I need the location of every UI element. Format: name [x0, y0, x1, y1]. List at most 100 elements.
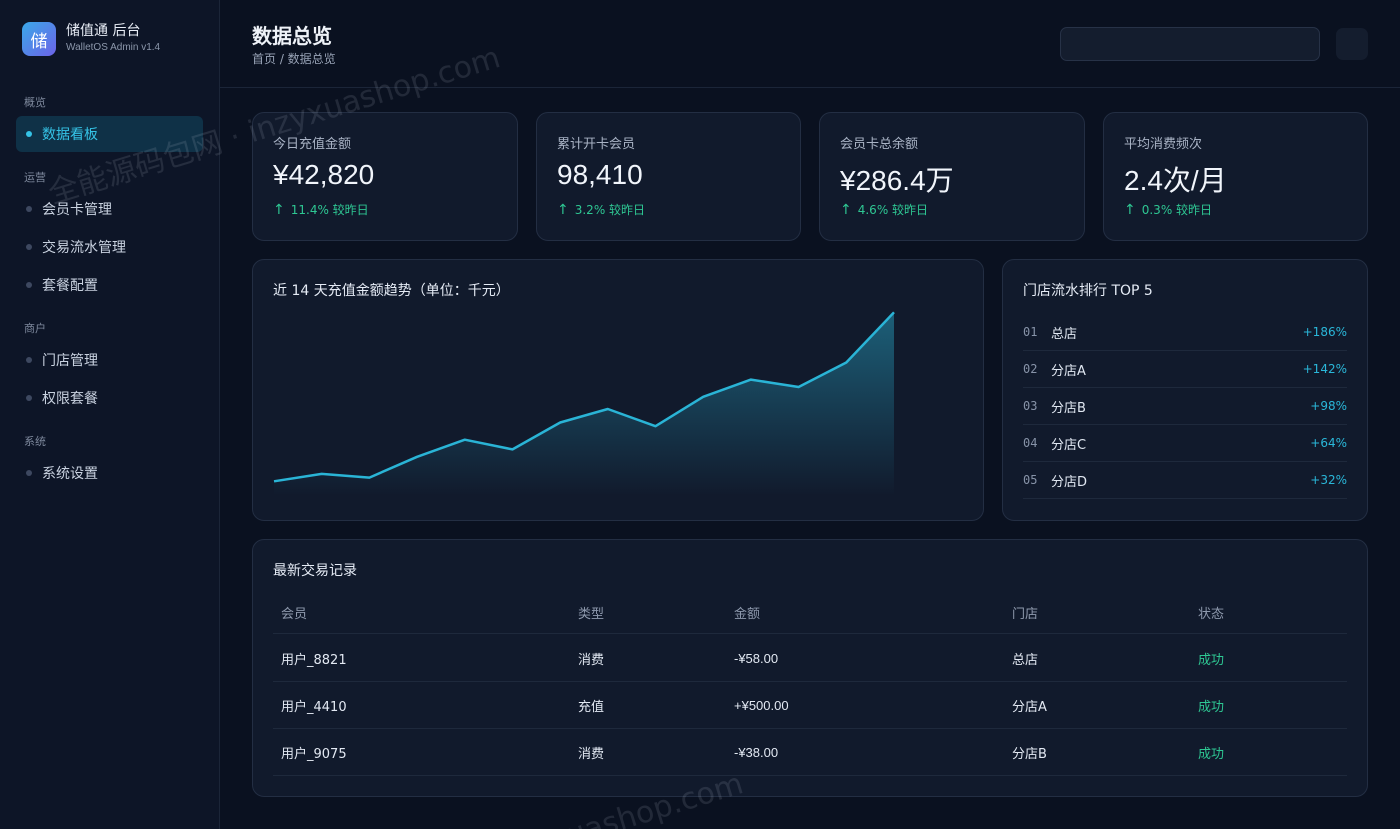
- table-row[interactable]: 用户_4410 充值 +¥500.00 分店A 成功: [273, 682, 1347, 729]
- stat-label: 今日充值金额: [273, 137, 352, 152]
- stat-delta: ↑ 3.2% 较昨日: [557, 201, 645, 218]
- chart-point-3[interactable]: [363, 472, 375, 484]
- cell-type: 消费: [578, 746, 605, 762]
- chart-point-2[interactable]: [316, 468, 328, 480]
- column-header-type[interactable]: 类型: [578, 607, 605, 622]
- sidebar-item-member-cards[interactable]: 会员卡管理: [16, 191, 203, 227]
- sidebar-item-label: 数据看板: [42, 127, 98, 143]
- column-header-store[interactable]: 门店: [1012, 607, 1039, 622]
- chart-point-6[interactable]: [507, 443, 519, 455]
- trend-chart: [268, 306, 900, 496]
- chart-point-7[interactable]: [554, 417, 566, 429]
- search-input[interactable]: [1060, 27, 1320, 61]
- stat-value: 98,410: [557, 159, 643, 190]
- stat-card-avg-frequency: 平均消费频次 2.4次/月 ↑ 0.3% 较昨日: [1103, 112, 1368, 241]
- rank-number: 04: [1023, 436, 1038, 450]
- rank-growth: +64%: [1310, 436, 1347, 450]
- chart-point-4[interactable]: [411, 451, 423, 463]
- rank-store-name: 总店: [1051, 326, 1078, 342]
- nav-section-merchant: 商户: [24, 322, 46, 335]
- sidebar-item-label: 交易流水管理: [42, 240, 126, 256]
- cell-amount: -¥58.00: [734, 650, 779, 666]
- chart-point-14[interactable]: [888, 306, 900, 318]
- nav-dot-icon: [26, 206, 32, 212]
- stat-delta: ↑ 0.3% 较昨日: [1124, 201, 1212, 218]
- rank-number: 05: [1023, 473, 1038, 487]
- sidebar-item-label: 门店管理: [42, 353, 98, 369]
- ranking-row[interactable]: 05 分店D +32%: [1023, 462, 1347, 499]
- ranking-row[interactable]: 03 分店B +98%: [1023, 388, 1347, 425]
- sidebar-item-permissions[interactable]: 权限套餐: [16, 380, 203, 416]
- transactions-title: 最新交易记录: [273, 563, 357, 579]
- arrow-up-icon: ↑: [1124, 201, 1136, 218]
- chart-point-11[interactable]: [745, 374, 757, 386]
- store-ranking-card: 门店流水排行 TOP 5 01 总店 +186% 02 分店A +142% 03…: [1002, 259, 1368, 521]
- cell-store: 分店A: [1012, 699, 1047, 715]
- rank-growth: +98%: [1310, 399, 1347, 413]
- table-header: 会员 类型 金额 门店 状态: [273, 592, 1347, 634]
- table-row[interactable]: 用户_9075 消费 -¥38.00 分店B 成功: [273, 729, 1347, 776]
- sidebar-item-label: 会员卡管理: [42, 202, 112, 218]
- cell-type: 消费: [578, 652, 605, 668]
- cell-member: 用户_4410: [281, 699, 347, 715]
- nav-section-overview: 概览: [24, 96, 46, 109]
- brand-logo: 储: [22, 22, 56, 56]
- cell-member: 用户_9075: [281, 746, 347, 762]
- breadcrumb[interactable]: 首页 / 数据总览: [252, 52, 336, 66]
- sidebar-item-dashboard[interactable]: 数据看板: [16, 116, 203, 152]
- sidebar-item-settings[interactable]: 系统设置: [16, 455, 203, 491]
- stat-card-total-members: 累计开卡会员 98,410 ↑ 3.2% 较昨日: [536, 112, 801, 241]
- stat-value: ¥42,820: [273, 159, 375, 190]
- chart-title: 近 14 天充值金额趋势（单位：千元）: [273, 283, 510, 299]
- nav-dot-icon: [26, 244, 32, 250]
- chart-series-line: [273, 311, 895, 483]
- rank-store-name: 分店D: [1051, 474, 1088, 490]
- ranking-row[interactable]: 04 分店C +64%: [1023, 425, 1347, 462]
- chart-point-13[interactable]: [840, 357, 852, 369]
- cell-store: 分店B: [1012, 746, 1047, 762]
- arrow-up-icon: ↑: [840, 201, 852, 218]
- cell-store: 总店: [1012, 652, 1039, 668]
- chart-point-10[interactable]: [697, 391, 709, 403]
- nav-dot-icon: [26, 131, 32, 137]
- nav-dot-icon: [26, 282, 32, 288]
- sidebar-item-label: 系统设置: [42, 466, 98, 482]
- cell-amount: -¥38.00: [734, 744, 779, 760]
- cell-amount: +¥500.00: [734, 697, 789, 713]
- nav-section-system: 系统: [24, 435, 46, 448]
- header: 数据总览 首页 / 数据总览: [220, 0, 1400, 88]
- chart-point-12[interactable]: [793, 381, 805, 393]
- chart-point-8[interactable]: [602, 403, 614, 415]
- brand-name: 储值通 后台: [66, 23, 141, 39]
- sidebar-item-packages[interactable]: 套餐配置: [16, 267, 203, 303]
- cell-type: 充值: [578, 699, 605, 715]
- sidebar: 储 储值通 后台 WalletOS Admin v1.4 概览 数据看板 运营 …: [0, 0, 220, 829]
- chart-point-5[interactable]: [459, 434, 471, 446]
- rank-store-name: 分店A: [1051, 363, 1086, 379]
- ranking-title: 门店流水排行 TOP 5: [1023, 283, 1153, 299]
- stat-card-total-balance: 会员卡总余额 ¥286.4万 ↑ 4.6% 较昨日: [819, 112, 1085, 241]
- column-header-member[interactable]: 会员: [281, 607, 308, 622]
- chart-point-1[interactable]: [268, 475, 280, 487]
- column-header-status[interactable]: 状态: [1198, 607, 1225, 622]
- cell-status: 成功: [1198, 746, 1225, 762]
- header-action-button[interactable]: [1336, 28, 1368, 60]
- stat-delta-text: 4.6% 较昨日: [857, 203, 929, 217]
- stat-label: 累计开卡会员: [557, 137, 636, 152]
- brand[interactable]: 储 储值通 后台 WalletOS Admin v1.4: [22, 22, 160, 56]
- sidebar-item-stores[interactable]: 门店管理: [16, 342, 203, 378]
- brand-text: 储值通 后台 WalletOS Admin v1.4: [66, 22, 160, 56]
- nav-dot-icon: [26, 395, 32, 401]
- ranking-row[interactable]: 01 总店 +186%: [1023, 314, 1347, 351]
- column-header-amount[interactable]: 金额: [734, 606, 761, 621]
- ranking-row[interactable]: 02 分店A +142%: [1023, 351, 1347, 388]
- rank-growth: +186%: [1302, 325, 1347, 339]
- chart-point-9[interactable]: [650, 420, 662, 432]
- brand-version: WalletOS Admin v1.4: [66, 42, 161, 53]
- table-row[interactable]: 用户_8821 消费 -¥58.00 总店 成功: [273, 635, 1347, 682]
- stat-value: ¥286.4万: [840, 165, 954, 196]
- sidebar-item-transactions[interactable]: 交易流水管理: [16, 229, 203, 265]
- cell-status: 成功: [1198, 699, 1225, 715]
- sidebar-item-label: 套餐配置: [42, 278, 98, 294]
